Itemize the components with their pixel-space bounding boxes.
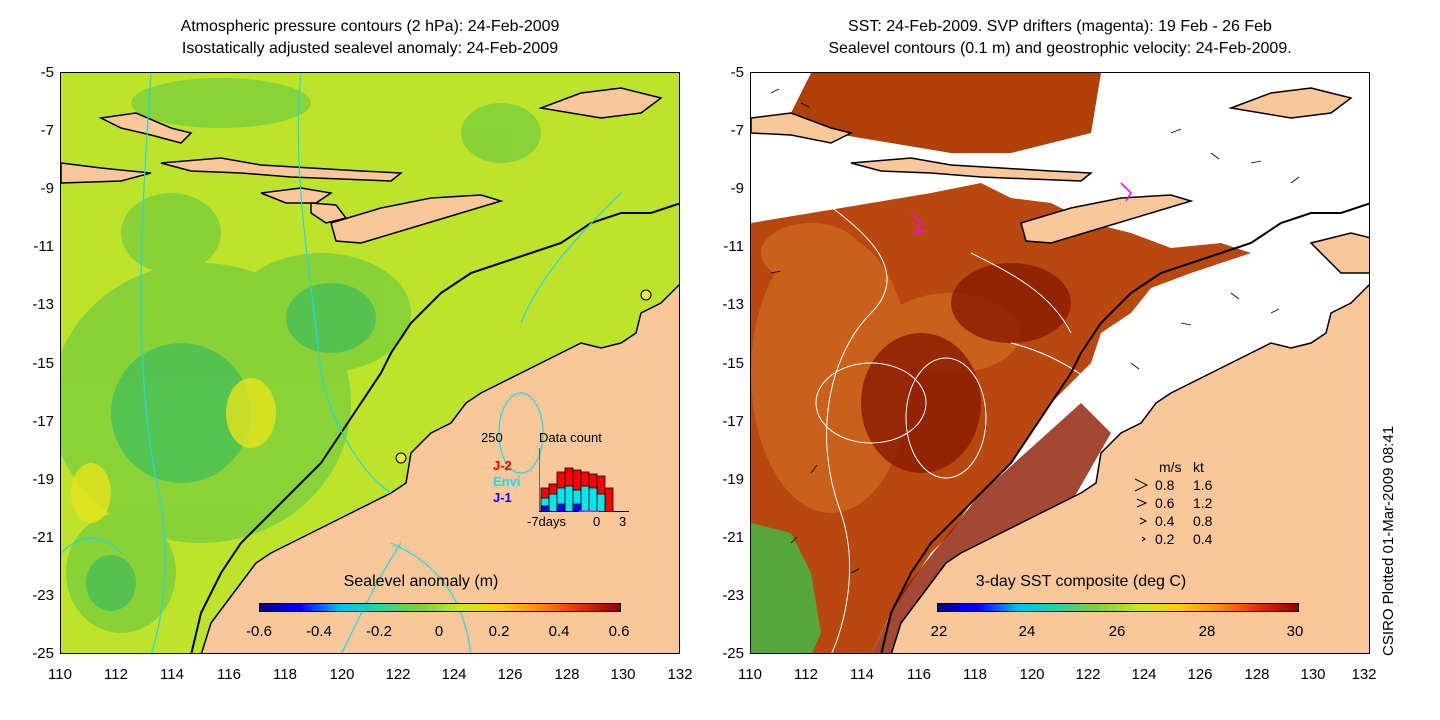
right-ytick: -21 bbox=[722, 529, 744, 546]
sst-colorbar bbox=[937, 603, 1299, 612]
left-ytick: -19 bbox=[32, 471, 54, 488]
left-xtick: 126 bbox=[497, 666, 523, 683]
right-cbar-tick-3: 28 bbox=[1198, 623, 1216, 640]
right-ytick: -25 bbox=[722, 645, 744, 662]
inset-xlabel-right: 3 bbox=[619, 514, 627, 529]
inset-legend-j1: J-1 bbox=[493, 490, 512, 505]
right-cbar-tick-0: 22 bbox=[930, 623, 948, 640]
left-ytick: -13 bbox=[32, 296, 54, 313]
velocity-arrows bbox=[770, 88, 1300, 574]
vlegend-arrows bbox=[1134, 478, 1149, 542]
right-cbar-tick-2: 26 bbox=[1108, 623, 1126, 640]
left-ytick: -17 bbox=[32, 413, 54, 430]
sealevel-anomaly-map: 250 Data count J-2 Envi J-1 bbox=[60, 72, 680, 654]
left-colorbar-ticks: -0.6 -0.4 -0.2 0 0.2 0.4 0.6 bbox=[61, 623, 679, 643]
right-xtick: 128 bbox=[1244, 666, 1270, 683]
right-xtick: 120 bbox=[1019, 666, 1045, 683]
right-ytick: -13 bbox=[722, 296, 744, 313]
left-xtick: 112 bbox=[104, 666, 128, 683]
velocity-legend: m/s kt 0.8 1.6 0.6 1.2 0.4 0.8 0.2 0.4 bbox=[1131, 458, 1241, 548]
inset-legend-j2: J-2 bbox=[493, 458, 512, 473]
right-cbar-tick-4: 30 bbox=[1286, 623, 1304, 640]
left-xtick: 128 bbox=[554, 666, 580, 683]
right-ytick: -19 bbox=[722, 471, 744, 488]
data-count-inset: 250 Data count J-2 Envi J-1 bbox=[481, 428, 679, 538]
right-xtick: 132 bbox=[1351, 666, 1377, 683]
right-ytick: -15 bbox=[722, 355, 744, 372]
sst-map: m/s kt 0.8 1.6 0.6 1.2 0.4 0.8 0.2 0.4 3… bbox=[750, 72, 1370, 654]
right-xtick: 118 bbox=[963, 666, 987, 683]
left-ytick: -25 bbox=[32, 645, 54, 662]
left-ytick: -7 bbox=[40, 122, 54, 139]
right-ytick: -23 bbox=[722, 587, 744, 604]
vlegend-row-ms: 0.4 bbox=[1155, 513, 1175, 529]
left-xtick: 120 bbox=[329, 666, 355, 683]
left-colorbar-title: Sealevel anomaly (m) bbox=[343, 573, 499, 590]
right-title-line1: SST: 24-Feb-2009. SVP drifters (magenta)… bbox=[848, 18, 1272, 35]
vlegend-row-ms: 0.6 bbox=[1155, 495, 1175, 511]
right-colorbar-title: 3-day SST composite (deg C) bbox=[975, 573, 1187, 590]
australia-land bbox=[200, 283, 679, 653]
right-ytick: -11 bbox=[723, 238, 744, 255]
right-xtick: 116 bbox=[907, 666, 931, 683]
right-xtick: 110 bbox=[738, 666, 762, 683]
right-ytick: -5 bbox=[730, 64, 744, 81]
left-cbar-tick-1: -0.4 bbox=[306, 623, 332, 640]
left-xtick: 124 bbox=[441, 666, 467, 683]
left-cbar-tick-2: -0.2 bbox=[366, 623, 392, 640]
right-cbar-tick-1: 24 bbox=[1018, 623, 1036, 640]
left-cbar-tick-4: 0.2 bbox=[488, 623, 510, 640]
left-ytick: -15 bbox=[32, 355, 54, 372]
right-ytick: -7 bbox=[730, 122, 744, 139]
right-title-line2: Sealevel contours (0.1 m) and geostrophi… bbox=[828, 40, 1292, 57]
vlegend-header-ms: m/s bbox=[1159, 459, 1182, 475]
vlegend-row-ms: 0.8 bbox=[1155, 477, 1175, 493]
left-cbar-tick-3: 0 bbox=[434, 623, 444, 640]
vlegend-row-kt: 0.4 bbox=[1193, 531, 1213, 547]
left-ytick: -11 bbox=[33, 238, 54, 255]
australia-land-sst bbox=[890, 283, 1369, 653]
left-xtick: 116 bbox=[217, 666, 241, 683]
left-cbar-tick-0: -0.6 bbox=[246, 623, 272, 640]
right-ytick: -9 bbox=[730, 180, 744, 197]
inset-legend-envi: Envi bbox=[493, 474, 521, 489]
inset-xlabel-left: -7days bbox=[527, 514, 567, 529]
right-ytick: -17 bbox=[722, 413, 744, 430]
inset-title: Data count bbox=[539, 430, 602, 445]
left-xtick: 110 bbox=[48, 666, 72, 683]
right-colorbar-ticks: 22 24 26 28 30 bbox=[751, 623, 1369, 643]
right-xtick: 126 bbox=[1187, 666, 1213, 683]
data-count-bars bbox=[539, 448, 629, 512]
left-xtick: 130 bbox=[610, 666, 636, 683]
left-ytick: -23 bbox=[32, 587, 54, 604]
vlegend-row-kt: 0.8 bbox=[1193, 513, 1213, 529]
left-ytick: -5 bbox=[40, 64, 54, 81]
inset-count-label: 250 bbox=[481, 430, 503, 445]
left-xtick: 114 bbox=[160, 666, 184, 683]
right-xtick: 122 bbox=[1075, 666, 1101, 683]
left-cbar-tick-5: 0.4 bbox=[548, 623, 570, 640]
right-xtick: 112 bbox=[794, 666, 818, 683]
shelf-contour bbox=[190, 202, 679, 653]
left-ytick: -21 bbox=[32, 529, 54, 546]
left-xtick: 122 bbox=[385, 666, 411, 683]
left-xtick: 132 bbox=[667, 666, 693, 683]
vlegend-row-kt: 1.2 bbox=[1193, 495, 1213, 511]
vlegend-row-ms: 0.2 bbox=[1155, 531, 1175, 547]
left-ytick: -9 bbox=[40, 180, 54, 197]
right-xtick: 124 bbox=[1131, 666, 1157, 683]
right-xtick: 114 bbox=[850, 666, 874, 683]
left-title-line2: Isostatically adjusted sealevel anomaly:… bbox=[181, 40, 559, 57]
sealevel-colorbar bbox=[259, 603, 621, 612]
inset-xlabel-mid: 0 bbox=[593, 514, 601, 529]
vlegend-row-kt: 1.6 bbox=[1193, 477, 1213, 493]
plot-credit: CSIRO Plotted 01-Mar-2009 08:41 bbox=[1380, 425, 1397, 656]
right-xtick: 130 bbox=[1300, 666, 1326, 683]
left-title-line1: Atmospheric pressure contours (2 hPa): 2… bbox=[180, 18, 560, 35]
left-xtick: 118 bbox=[273, 666, 297, 683]
vlegend-header-kt: kt bbox=[1193, 459, 1204, 475]
left-cbar-tick-6: 0.6 bbox=[608, 623, 630, 640]
